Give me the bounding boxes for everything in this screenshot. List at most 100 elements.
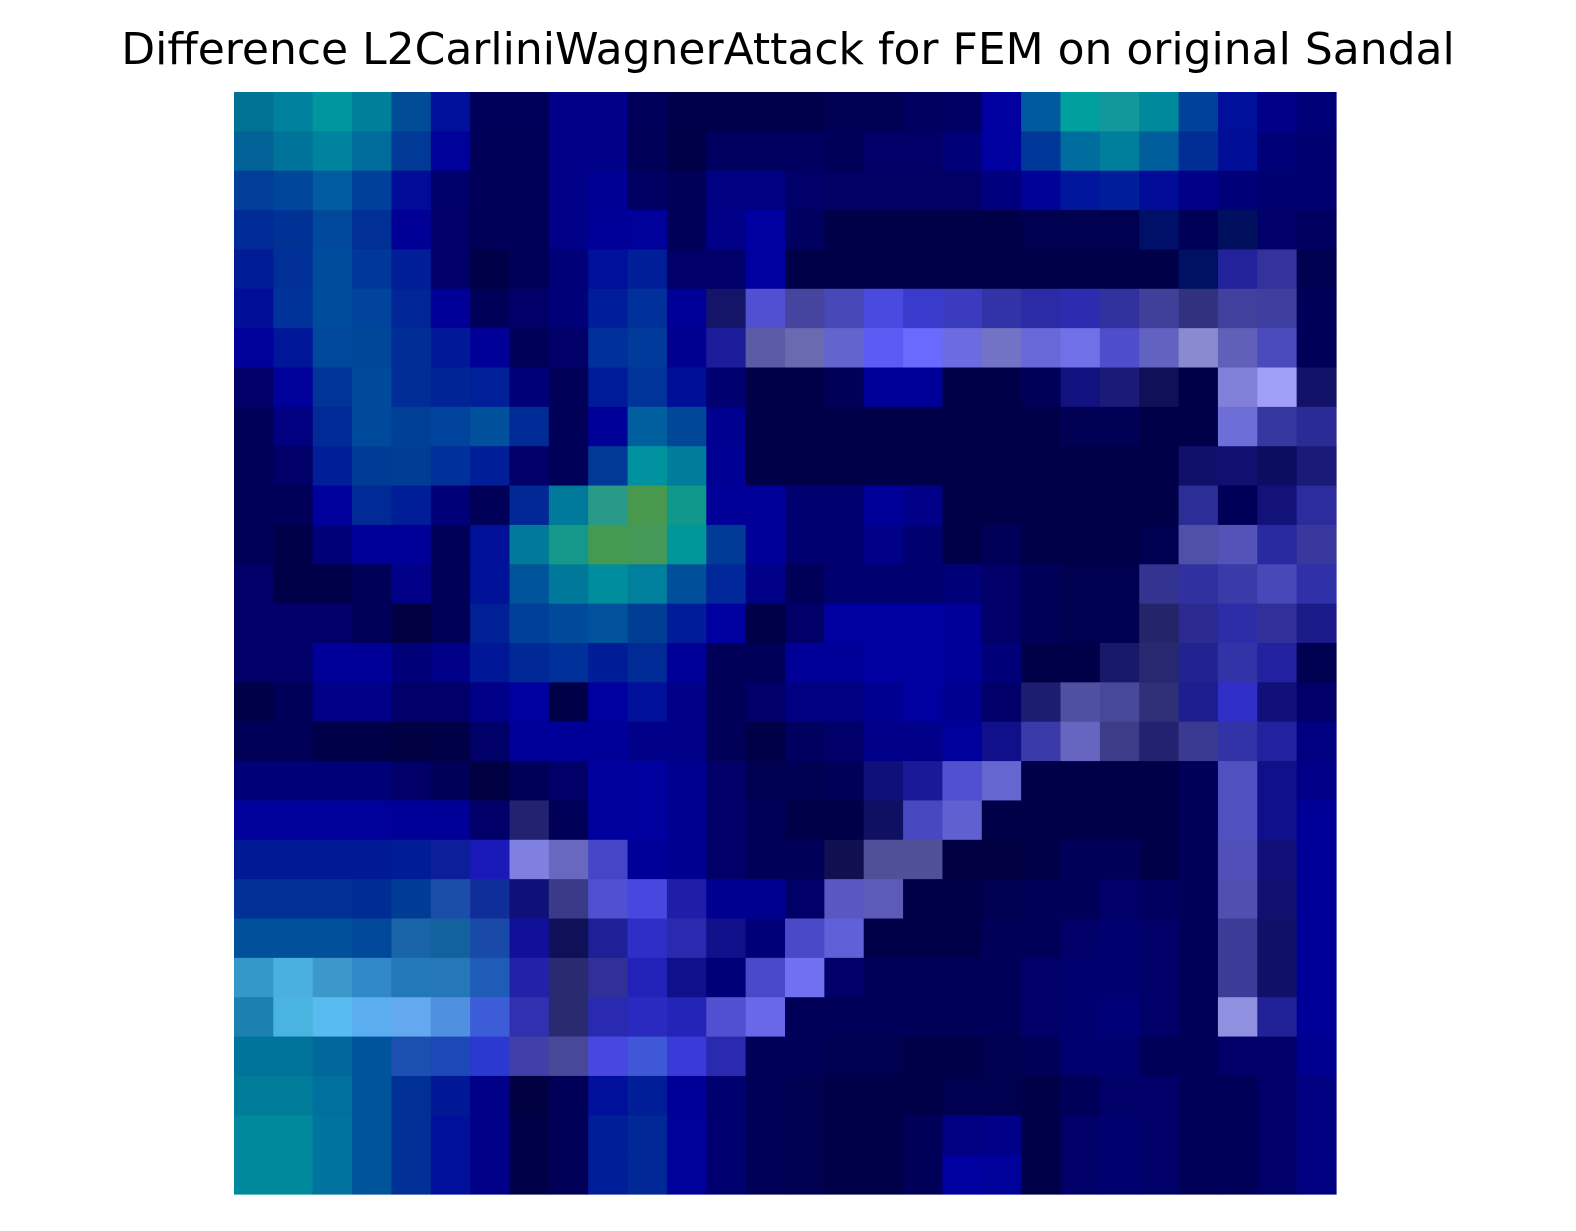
- heatmap-cell: [1021, 761, 1062, 802]
- heatmap-cell: [1139, 1115, 1180, 1156]
- heatmap-cell: [430, 1036, 471, 1077]
- heatmap-cell: [1060, 131, 1101, 172]
- heatmap-cell: [666, 682, 707, 723]
- heatmap-cell: [1257, 92, 1298, 132]
- heatmap-cell: [509, 957, 550, 998]
- heatmap-cell: [824, 721, 865, 762]
- heatmap-cell: [903, 367, 944, 408]
- heatmap-cell: [745, 721, 786, 762]
- heatmap-cell: [273, 957, 314, 998]
- heatmap-cell: [1099, 682, 1140, 723]
- heatmap-cell: [234, 879, 274, 920]
- heatmap-cell: [509, 603, 550, 644]
- heatmap-cell: [981, 485, 1022, 526]
- heatmap-cell: [824, 524, 865, 565]
- heatmap-cell: [1099, 603, 1140, 644]
- heatmap-cell: [942, 682, 983, 723]
- heatmap-cell: [1178, 957, 1219, 998]
- heatmap-cell: [430, 721, 471, 762]
- heatmap-cell: [548, 564, 589, 605]
- heatmap-cell: [1060, 643, 1101, 683]
- heatmap-cell: [470, 485, 511, 526]
- heatmap-cell: [234, 170, 274, 211]
- heatmap-cell: [1296, 367, 1337, 408]
- heatmap-cell: [863, 170, 904, 211]
- heatmap-cell: [1257, 1036, 1298, 1077]
- heatmap-cell: [234, 682, 274, 723]
- heatmap-cell: [470, 879, 511, 920]
- heatmap-cell: [312, 210, 353, 251]
- heatmap-cell: [352, 367, 393, 408]
- heatmap-cell: [1021, 682, 1062, 723]
- heatmap-cell: [903, 957, 944, 998]
- heatmap-cell: [863, 406, 904, 447]
- heatmap-cell: [234, 92, 274, 132]
- heatmap-cell: [509, 918, 550, 959]
- heatmap-cell: [785, 131, 825, 172]
- heatmap-cell: [745, 485, 786, 526]
- heatmap-cell: [273, 367, 314, 408]
- heatmap-cell: [312, 918, 353, 959]
- heatmap-cell: [1296, 131, 1337, 172]
- heatmap-cell: [1139, 288, 1180, 329]
- heatmap-cell: [942, 564, 983, 605]
- heatmap-cell: [430, 524, 471, 565]
- heatmap-cell: [234, 761, 274, 802]
- heatmap-cell: [1021, 1154, 1062, 1195]
- heatmap-cell: [588, 92, 629, 132]
- heatmap-cell: [666, 997, 707, 1038]
- heatmap-cell: [430, 957, 471, 998]
- heatmap-cell: [706, 92, 747, 132]
- heatmap-cell: [981, 721, 1022, 762]
- heatmap-cell: [470, 682, 511, 723]
- heatmap-cell: [1178, 997, 1219, 1038]
- heatmap-cell: [548, 879, 589, 920]
- heatmap-cell: [666, 249, 707, 290]
- heatmap-cell: [391, 761, 432, 802]
- heatmap-cell: [1257, 879, 1298, 920]
- heatmap-cell: [273, 879, 314, 920]
- heatmap-cell: [706, 524, 747, 565]
- heatmap-cell: [666, 210, 707, 251]
- heatmap-cell: [706, 367, 747, 408]
- heatmap-cell: [273, 288, 314, 329]
- heatmap-cell: [1257, 800, 1298, 841]
- heatmap-cell: [1296, 170, 1337, 211]
- heatmap-cell: [824, 957, 865, 998]
- heatmap-cell: [352, 564, 393, 605]
- heatmap-cell: [430, 485, 471, 526]
- heatmap-cell: [588, 170, 629, 211]
- heatmap-cell: [903, 328, 944, 369]
- heatmap-cell: [1178, 1154, 1219, 1195]
- heatmap-cell: [863, 249, 904, 290]
- heatmap-cell: [1217, 682, 1258, 723]
- heatmap-cell: [666, 1154, 707, 1195]
- heatmap-cell: [863, 1075, 904, 1116]
- heatmap-cell: [942, 957, 983, 998]
- heatmap-cell: [312, 603, 353, 644]
- heatmap-cell: [1021, 92, 1062, 132]
- heatmap-cell: [863, 210, 904, 251]
- heatmap-cell: [627, 643, 668, 683]
- heatmap-cell: [824, 839, 865, 880]
- heatmap-cell: [509, 446, 550, 487]
- heatmap-cell: [352, 288, 393, 329]
- heatmap-cell: [509, 170, 550, 211]
- heatmap-cell: [785, 682, 825, 723]
- heatmap-cell: [903, 918, 944, 959]
- heatmap-cell: [1139, 485, 1180, 526]
- heatmap-cell: [470, 564, 511, 605]
- heatmap-cell: [745, 170, 786, 211]
- heatmap-cell: [981, 918, 1022, 959]
- heatmap-cell: [981, 879, 1022, 920]
- heatmap-cell: [666, 524, 707, 565]
- heatmap-cell: [745, 1115, 786, 1156]
- heatmap-cell: [981, 446, 1022, 487]
- heatmap-cell: [981, 643, 1022, 683]
- heatmap-cell: [824, 1115, 865, 1156]
- heatmap-cell: [1139, 367, 1180, 408]
- heatmap-cell: [1021, 367, 1062, 408]
- heatmap-cell: [706, 288, 747, 329]
- heatmap-cell: [470, 288, 511, 329]
- heatmap-cell: [785, 721, 825, 762]
